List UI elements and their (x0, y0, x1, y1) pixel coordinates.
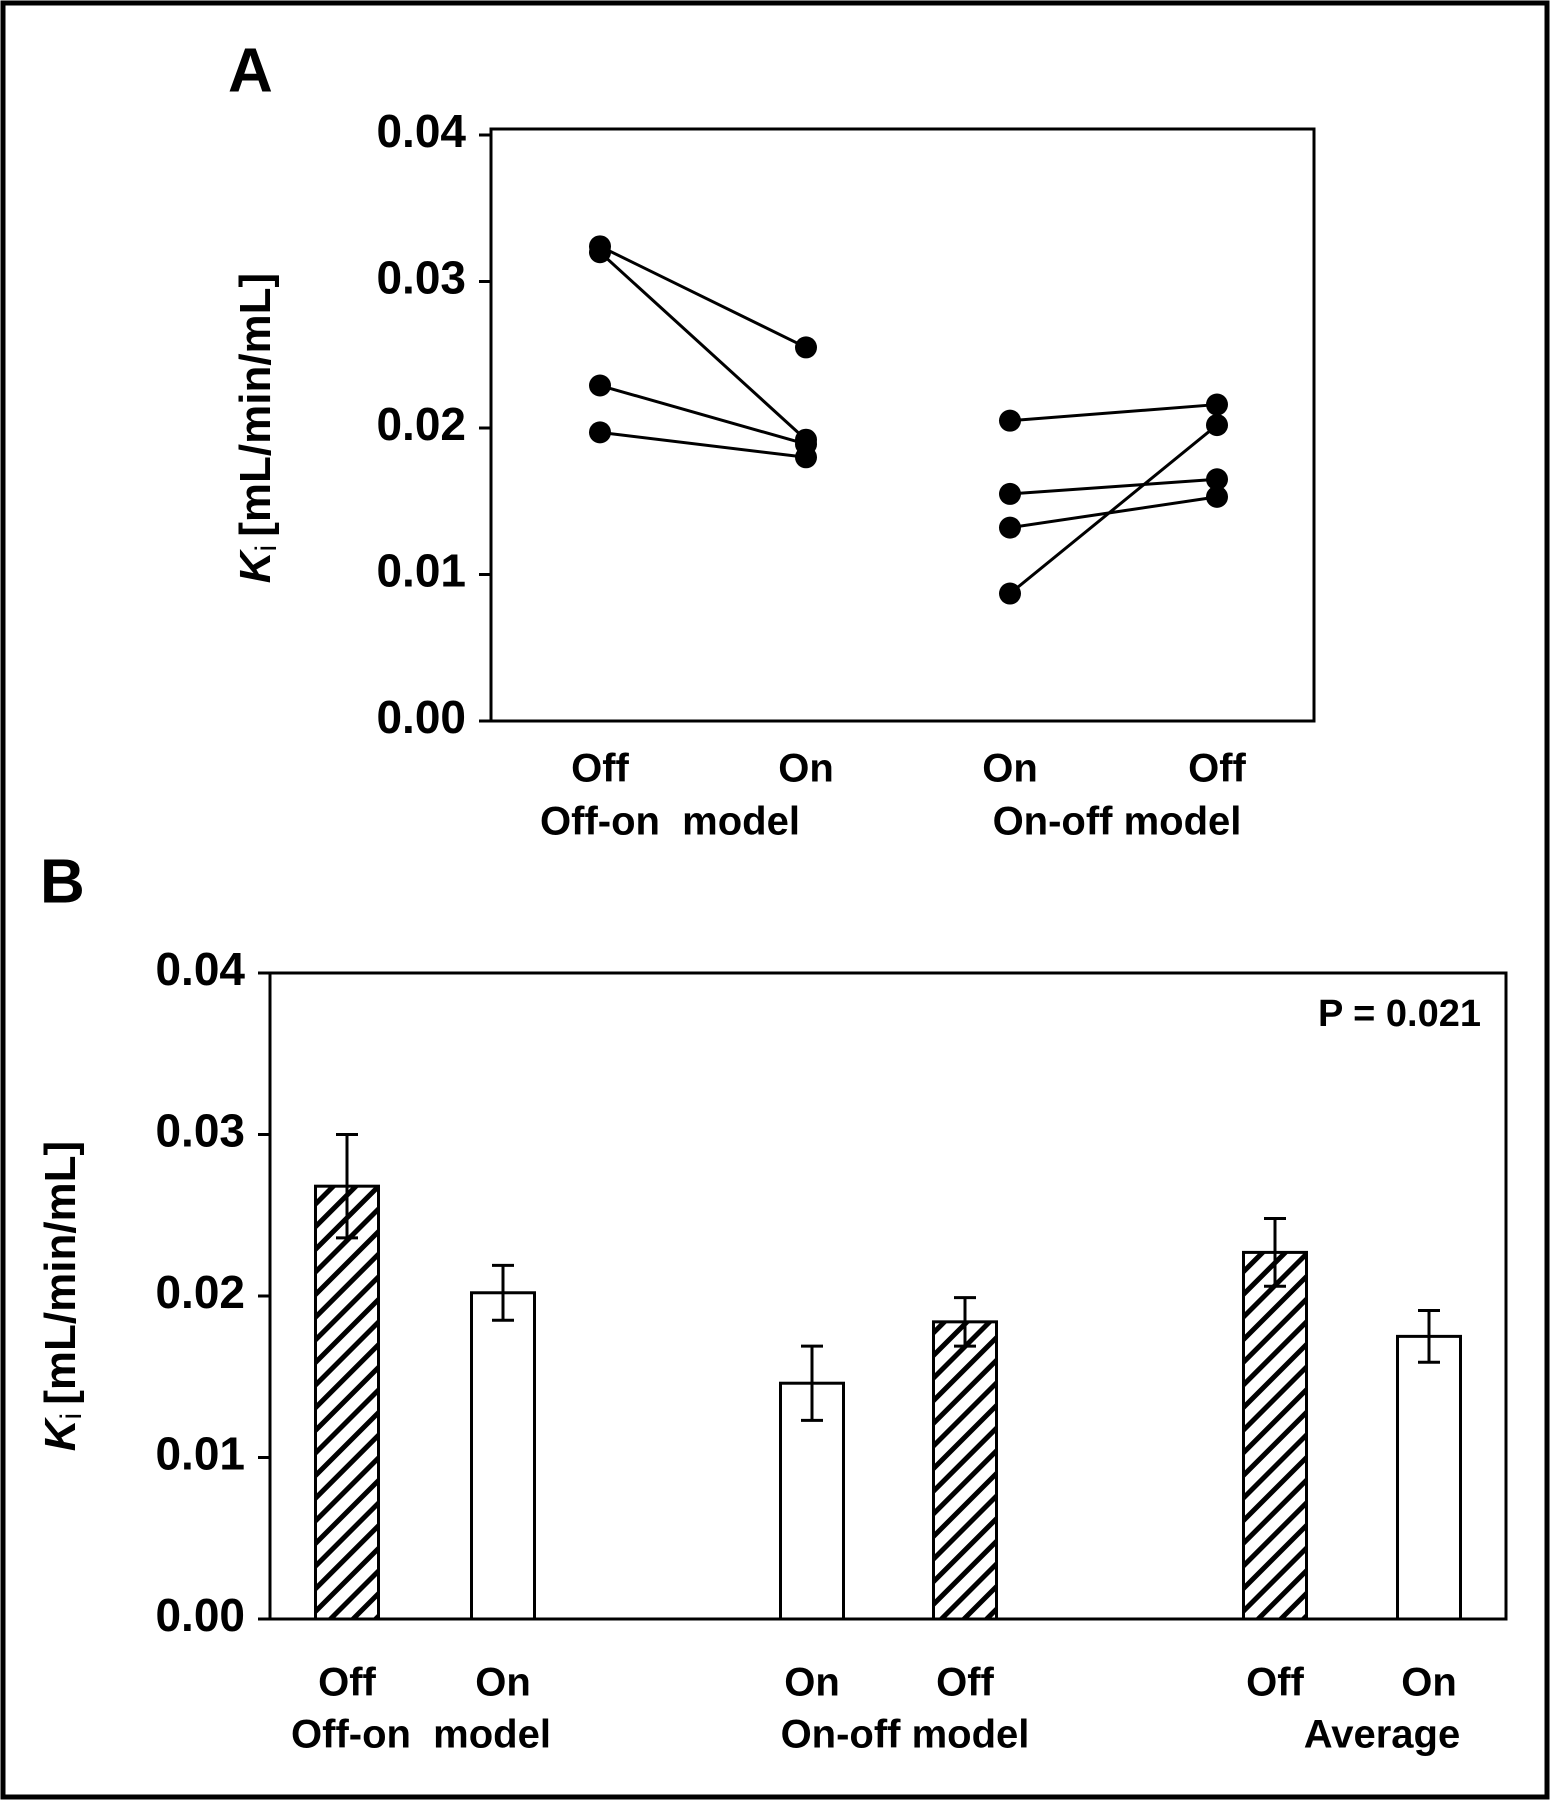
pair-line (1009, 477, 1218, 496)
x-tick-label: On (982, 747, 1038, 791)
error-bar (1264, 1216, 1286, 1288)
pair-line (1009, 403, 1218, 423)
error-bar (954, 1296, 976, 1348)
y-axis-label: Ki [mL/min/mL] (36, 1141, 88, 1451)
y-tick-label: 0.04 (155, 943, 245, 995)
data-point (999, 409, 1021, 432)
data-point (795, 336, 817, 359)
bar (314, 1184, 380, 1621)
data-point (999, 516, 1021, 539)
y-label-subscript: i (250, 545, 283, 552)
bar (1242, 1250, 1308, 1621)
x-tick-label: Off (936, 1661, 994, 1705)
x-tick-label: Off (1188, 747, 1246, 791)
y-tick-label: 0.02 (155, 1266, 245, 1318)
x-tick-label: Off (571, 747, 629, 791)
x-tick-label: On (1401, 1661, 1457, 1705)
bar (470, 1291, 536, 1621)
bar (779, 1381, 845, 1621)
y-tick-label: 0.00 (155, 1589, 245, 1641)
group-label: On-off model (993, 800, 1242, 844)
pair-line (598, 251, 808, 441)
error-bar (1418, 1309, 1440, 1364)
group-label: On-off model (781, 1713, 1030, 1757)
y-label-symbol: K (36, 1416, 85, 1451)
data-point (589, 374, 611, 397)
group-label: Off-on model (540, 800, 800, 844)
annotation: P = 0.021 (1318, 993, 1481, 1035)
pair-line (1009, 495, 1218, 530)
data-point (1206, 393, 1228, 416)
y-tick-label: 0.01 (155, 1428, 245, 1480)
plot-area (489, 127, 1316, 723)
data-point (1206, 485, 1228, 508)
pair-line (599, 430, 807, 459)
error-bar (336, 1133, 358, 1240)
x-tick-label: On (778, 747, 834, 791)
data-point (589, 241, 611, 264)
error-bar (801, 1344, 823, 1422)
x-tick-label: Off (318, 1661, 376, 1705)
data-point (589, 421, 611, 444)
bar (1396, 1334, 1462, 1621)
pair-line (1009, 423, 1218, 595)
panel-label: B (40, 847, 85, 916)
y-label-unit: [mL/min/mL] (36, 1141, 85, 1405)
y-tick-label: 0.04 (376, 105, 466, 157)
panel-b: B 0.00 0.01 0.02 0.03 0.04 Ki [mL/min/mL] Off On O… (36, 847, 1508, 1757)
y-tick-label: 0.02 (376, 398, 466, 450)
y-axis-label: Ki [mL/min/mL] (231, 273, 283, 583)
error-bar (492, 1263, 514, 1322)
y-label-subscript: i (55, 1413, 88, 1420)
data-point (1206, 414, 1228, 437)
y-label-unit: [mL/min/mL] (231, 273, 280, 537)
data-point (795, 446, 817, 469)
y-tick-label: 0.03 (376, 252, 466, 304)
bar (932, 1320, 998, 1621)
x-tick-label: On (475, 1661, 531, 1705)
group-label: Average (1304, 1713, 1460, 1757)
y-tick-label: 0.00 (376, 691, 466, 743)
y-label-symbol: K (231, 548, 280, 583)
x-tick-label: Off (1246, 1661, 1304, 1705)
panel-label: A (228, 36, 273, 105)
data-point (999, 582, 1021, 605)
x-tick-label: On (784, 1661, 840, 1705)
group-label: Off-on model (291, 1713, 551, 1757)
pair-line (599, 384, 807, 446)
panel-a: A 0.00 0.01 0.02 0.03 0.04 Ki [mL/min/mL] Off On O… (228, 36, 1316, 844)
pair-line (599, 244, 807, 349)
data-point (999, 482, 1021, 505)
y-tick-label: 0.03 (155, 1105, 245, 1157)
data-point (1206, 468, 1228, 491)
y-tick-label: 0.01 (376, 545, 466, 597)
